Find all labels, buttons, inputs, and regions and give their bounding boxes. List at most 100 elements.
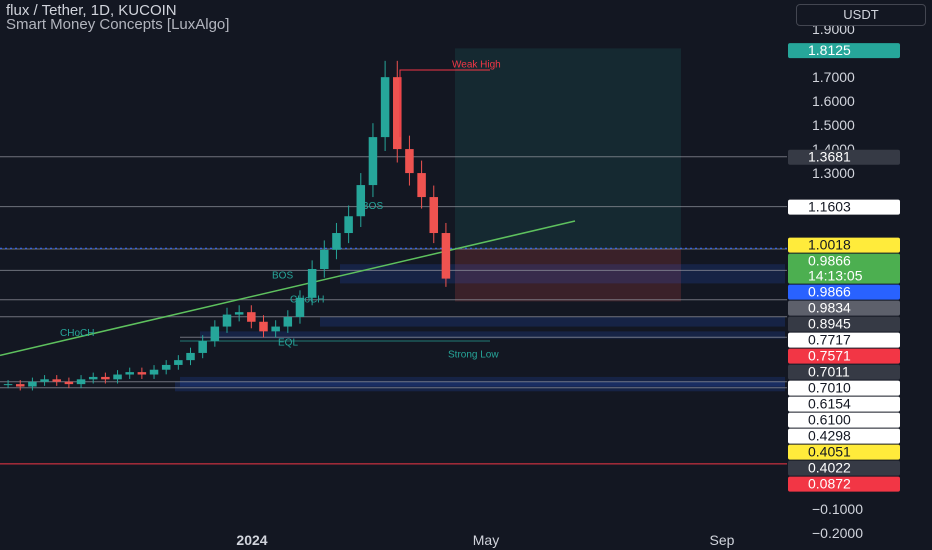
price-tag-value: 0.0872 <box>808 476 851 492</box>
y-tick-label: −0.1000 <box>812 501 863 517</box>
candle-body <box>88 376 98 380</box>
candle-body <box>52 379 61 382</box>
candle-body <box>380 77 390 138</box>
x-tick-label: Sep <box>710 532 735 548</box>
order-block <box>340 264 785 284</box>
price-tag-value: 0.6154 <box>808 396 851 412</box>
candle-body <box>259 321 268 332</box>
candle-body <box>222 314 232 327</box>
candle-body <box>271 326 280 332</box>
price-tag <box>788 284 900 300</box>
weak-high-line <box>399 69 490 138</box>
candle-body <box>76 379 86 385</box>
order-block <box>200 331 785 339</box>
y-tick-label: 1.6000 <box>812 93 855 109</box>
x-tick-label: May <box>473 532 499 548</box>
candle-body <box>344 216 353 234</box>
y-tick-label: 1.7000 <box>812 69 855 85</box>
price-tag <box>788 364 900 380</box>
price-tag <box>788 476 900 492</box>
structure-label: EQL <box>278 338 298 349</box>
candle-body <box>210 326 220 341</box>
price-tag-value: 0.8945 <box>808 316 851 332</box>
smc-annotations: Weak High Strong Low BOS BOS CHoCH CHoCH EQL <box>60 60 501 361</box>
candle-body <box>198 340 207 353</box>
price-tag <box>788 444 900 460</box>
position-stop-loss-zone <box>455 248 681 302</box>
currency-button[interactable]: USDT <box>796 4 926 26</box>
candle-body <box>234 312 244 315</box>
price-tag-value: 1.0018 <box>808 237 851 253</box>
order-block <box>320 316 785 327</box>
price-tag-value: 0.7717 <box>808 332 851 348</box>
candle-body <box>3 384 13 386</box>
candle-body <box>417 173 426 198</box>
structure-label: Weak High <box>452 60 501 71</box>
candle-body <box>161 364 171 370</box>
candle-body <box>149 369 159 375</box>
structure-label: CHoCH <box>290 295 324 306</box>
candle-body <box>405 149 414 174</box>
price-tag-value: 0.4022 <box>808 460 851 476</box>
price-tag <box>788 332 900 348</box>
candle-body <box>186 352 195 361</box>
candle-body <box>332 233 341 250</box>
candle-body <box>40 379 49 382</box>
price-tag <box>788 380 900 396</box>
ticker-title: flux / Tether, 1D, KUCOIN <box>6 2 177 19</box>
candle-body <box>283 316 293 327</box>
price-tag <box>788 428 900 444</box>
x-tick-label: 2024 <box>236 532 267 548</box>
price-tag-value: 0.7571 <box>808 348 851 364</box>
price-tag-value: 0.9866 <box>808 284 851 300</box>
order-block <box>175 381 785 392</box>
price-tag <box>788 149 900 165</box>
price-tag <box>788 253 900 284</box>
price-tag-value: 1.1603 <box>808 199 851 215</box>
price-tag <box>788 460 900 476</box>
price-tag-value: 0.9834 <box>808 300 851 316</box>
candle-body <box>64 381 74 385</box>
indicator-name: Smart Money Concepts [LuxAlgo] <box>6 16 230 33</box>
candlestick-series <box>3 60 451 391</box>
candle-body <box>137 372 147 375</box>
price-tag <box>788 348 900 364</box>
price-tag-value: 1.3681 <box>808 149 851 165</box>
price-tag-value: 0.4051 <box>808 444 851 460</box>
candle-body <box>174 360 183 365</box>
horizontal-levels <box>0 156 787 465</box>
structure-label: Strong Low <box>448 350 499 361</box>
price-tag-value: 0.7010 <box>808 380 851 396</box>
price-tag <box>788 412 900 428</box>
candle-body <box>28 381 37 387</box>
candle-body <box>125 372 134 375</box>
candle-body <box>307 269 317 298</box>
x-axis: 2024 May Sep <box>236 532 734 548</box>
candle-body <box>247 312 256 322</box>
candle-body <box>356 185 366 217</box>
price-tag-value: 0.6100 <box>808 412 851 428</box>
price-tag <box>788 237 900 253</box>
position-take-profit-zone <box>455 48 681 249</box>
y-tick-label: −0.2000 <box>812 525 863 541</box>
order-block-zones <box>175 48 785 392</box>
candle-body <box>15 384 25 387</box>
candle-body <box>101 376 110 380</box>
structure-label: BOS <box>362 201 383 212</box>
price-tag-value: 0.7011 <box>808 364 850 380</box>
candle-body <box>429 197 439 234</box>
price-tag-value: 1.8125 <box>808 42 851 58</box>
price-tag <box>788 43 900 59</box>
structure-label: BOS <box>272 271 293 282</box>
price-tag-countdown: 14:13:05 <box>808 268 863 284</box>
price-tag <box>788 300 900 316</box>
price-tag-value: 0.4298 <box>808 428 851 444</box>
candle-body <box>441 233 451 279</box>
structure-label: CHoCH <box>60 328 94 339</box>
trend-line <box>0 220 576 357</box>
price-tag <box>788 199 900 215</box>
price-tag <box>788 316 900 332</box>
y-tick-label: 1.3000 <box>812 165 855 181</box>
